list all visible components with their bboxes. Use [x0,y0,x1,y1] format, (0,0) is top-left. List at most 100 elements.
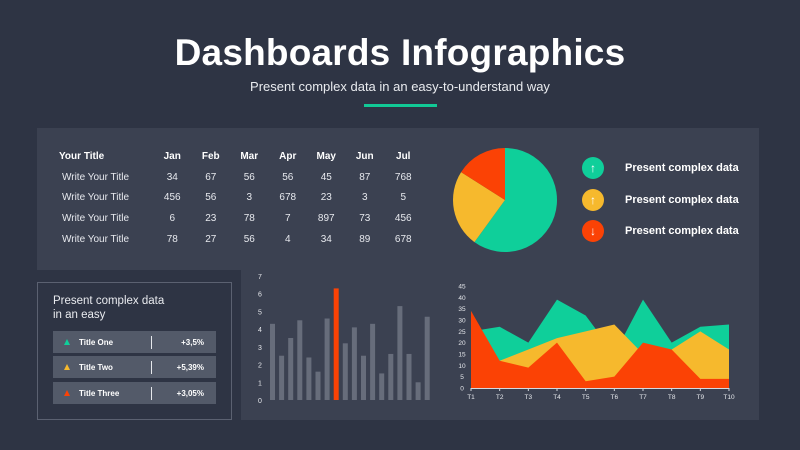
y-tick-label: 25 [458,329,466,336]
stat-value: +3,5% [181,337,204,347]
table-cell: 56 [243,233,255,245]
stat-value: +3,05% [176,388,204,398]
table-cell: 7 [284,212,291,224]
table-cell: 73 [359,212,371,224]
y-tick-label: 15 [458,352,466,359]
y-tick-label: 0 [258,398,262,405]
table-header-cell: May [316,151,336,162]
y-tick-label: 35 [458,306,466,313]
bar [333,288,339,400]
row-label: Write Your Title [62,233,130,245]
y-tick-label: 5 [258,309,262,316]
table-header-cell: Jun [355,151,374,162]
pie-slice [453,172,505,243]
bar [370,323,376,400]
stats-box-title-line2: in an easy [53,309,106,321]
page-title: Dashboards Infographics [174,32,626,73]
table-row: Write Your Title 6 23 78 7 897 73 456 [55,208,423,229]
arrow-up-icon: ↑ [582,157,604,179]
stat-divider [151,386,152,400]
triangle-up-icon [64,339,70,345]
bar [270,323,275,400]
pie-chart [453,148,557,252]
bar [288,338,294,400]
table-header-cell: Apr [279,151,297,162]
table-cell: 67 [205,171,217,183]
bar [424,316,430,400]
dashboard-panel-top [37,128,759,270]
area-series [471,310,729,388]
bar [415,382,421,400]
arrow-up-icon: ↑ [582,189,604,211]
stat-row: Title One +3,5% [53,331,216,353]
pie-slice [461,148,505,200]
table-header-cell: Jul [396,151,411,162]
x-tick-label: T8 [668,394,676,401]
pie-slice [474,148,557,252]
bar [406,353,412,400]
stat-divider [151,360,152,374]
bar [315,371,321,400]
x-tick-label: T9 [697,394,705,401]
x-tick-label: T3 [525,394,533,401]
table-header-row: Your Title Jan Feb Mar Apr May Jun Jul [55,146,423,167]
area-chart: 0 5 10 15 20 25 30 35 40 45 T1 T2 T3 T4 T5 T6 T7 T8 T9 T10 [458,284,735,402]
stat-row: Title Two +5,39% [53,356,216,378]
legend-item: ↑ Present complex data [582,189,739,211]
table-cell: 3 [361,192,368,204]
y-tick-label: 2 [258,363,262,370]
table-cell: 5 [400,192,407,204]
table-cell: 89 [359,233,371,245]
table-header-cell: Mar [240,151,259,162]
stat-value: +5,39% [176,362,204,372]
y-tick-label: 45 [458,284,466,291]
table-header-cell: Feb [201,151,220,162]
bar [279,355,285,400]
bar [379,373,385,400]
row-label: Write Your Title [62,192,130,204]
accent-divider [364,104,437,107]
y-tick-label: 3 [258,345,262,352]
bar [342,343,348,400]
stat-name: Title One [79,337,114,347]
stats-box [37,282,232,420]
table-cell: 34 [320,233,332,245]
legend-label: Present complex data [625,194,739,206]
y-tick-label: 30 [458,318,466,325]
bar [388,353,394,400]
table-header-cell: Jan [163,151,181,162]
bar [351,327,357,400]
y-tick-label: 4 [258,327,262,334]
table-row: Write Your Title 34 67 56 56 45 87 768 [55,167,423,188]
bar [297,320,303,400]
x-tick-label: T4 [553,394,561,401]
x-tick-label: T1 [467,394,475,401]
stats-box-title: Present complex data in an easy [53,294,213,322]
table-cell: 678 [279,192,297,204]
stat-name: Title Two [79,362,113,372]
triangle-up-icon [64,364,70,370]
table-cell: 56 [282,171,294,183]
y-tick-label: 40 [458,295,466,302]
x-tick-label: T7 [639,394,647,401]
table-cell: 4 [284,233,291,245]
arrow-down-icon: ↓ [582,220,604,242]
y-tick-label: 6 [258,292,262,299]
table-cell: 56 [205,192,217,204]
stats-box-title-line1: Present complex data [53,295,165,307]
table-cell: 23 [205,212,217,224]
stat-name: Title Three [79,388,120,398]
row-label: Write Your Title [62,171,130,183]
page-subtitle: Present complex data in an easy-to-under… [250,79,550,94]
table-cell: 34 [166,171,178,183]
legend-label: Present complex data [625,162,739,174]
bar [306,357,312,400]
table-row: Write Your Title 456 56 3 678 23 3 5 [55,188,423,209]
table-cell: 56 [243,171,255,183]
x-tick-label: T2 [496,394,504,401]
data-table: Your Title Jan Feb Mar Apr May Jun Jul W… [55,146,423,249]
bar-chart: 0 1 2 3 4 5 6 7 [258,274,430,405]
table-cell: 78 [243,212,255,224]
y-tick-label: 0 [460,386,464,393]
bar [361,355,366,400]
